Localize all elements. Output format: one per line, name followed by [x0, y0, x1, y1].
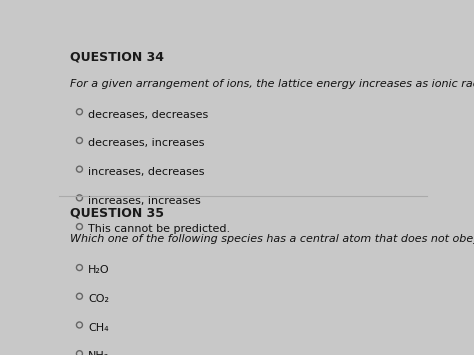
Text: This cannot be predicted.: This cannot be predicted.: [88, 224, 230, 234]
Text: NH₃: NH₃: [88, 351, 109, 355]
Text: decreases, decreases: decreases, decreases: [88, 110, 208, 120]
Text: decreases, increases: decreases, increases: [88, 138, 204, 148]
Text: Which one of the following species has a central atom that does not obey the oct: Which one of the following species has a…: [70, 234, 474, 244]
Text: For a given arrangement of ions, the lattice energy increases as ionic radius __: For a given arrangement of ions, the lat…: [70, 78, 474, 89]
Text: QUESTION 35: QUESTION 35: [70, 207, 164, 220]
Text: QUESTION 34: QUESTION 34: [70, 51, 164, 64]
Text: increases, increases: increases, increases: [88, 196, 201, 206]
Text: H₂O: H₂O: [88, 266, 109, 275]
Text: increases, decreases: increases, decreases: [88, 167, 204, 177]
Text: CO₂: CO₂: [88, 294, 109, 304]
Text: CH₄: CH₄: [88, 323, 109, 333]
